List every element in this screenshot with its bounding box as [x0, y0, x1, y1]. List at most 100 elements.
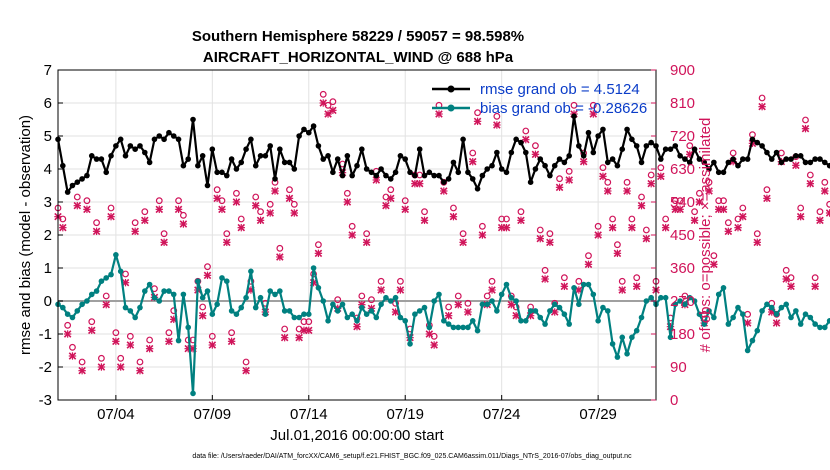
rmse-point: [142, 149, 148, 156]
bias-point: [286, 308, 293, 314]
bias-point: [778, 304, 785, 311]
bias-point: [325, 318, 331, 324]
nobs-assimilated-point: [821, 187, 829, 195]
nobs-possible-point: [488, 277, 496, 285]
y-tick-label: -2: [39, 359, 52, 376]
bias-point: [518, 318, 524, 324]
nobs-assimilated-point: [743, 319, 752, 327]
nobs-assimilated-point: [787, 282, 795, 291]
bias-point: [363, 311, 370, 318]
y-tick-label: 2: [44, 227, 52, 244]
bias-point: [93, 288, 100, 294]
bias-point: [691, 298, 698, 304]
rmse-point: [508, 149, 515, 156]
rmse-point: [797, 153, 804, 159]
bias-point: [426, 324, 433, 331]
rmse-point: [764, 149, 770, 156]
bias-point: [305, 311, 312, 318]
nobs-possible-point: [594, 222, 602, 230]
rmse-point: [802, 159, 809, 166]
bias-point: [137, 304, 143, 311]
rmse-point: [228, 156, 235, 162]
rmse-point: [185, 156, 192, 162]
nobs-assimilated-point: [628, 223, 636, 232]
rmse-point: [826, 162, 830, 169]
nobs-possible-point: [546, 230, 554, 238]
rmse-point: [706, 166, 712, 172]
nobs-assimilated-point: [425, 330, 434, 338]
rmse-point: [759, 143, 765, 149]
bias-point: [580, 281, 587, 288]
nobs-assimilated-point: [555, 183, 564, 192]
bias-point: [190, 390, 196, 397]
nobs-assimilated-point: [618, 286, 627, 294]
bias-point: [551, 301, 558, 308]
bias-point: [310, 265, 317, 271]
rmse-point: [609, 156, 616, 162]
bias-point: [74, 308, 81, 314]
nobs-assimilated-point: [565, 176, 573, 184]
bias-point: [344, 314, 351, 321]
bias-point: [768, 304, 775, 311]
nobs-possible-point: [589, 101, 597, 109]
nobs-possible-point: [493, 112, 501, 120]
bias-point: [267, 288, 273, 294]
nobs-assimilated-point: [464, 308, 472, 316]
rmse-point: [387, 176, 394, 182]
nobs-assimilated-point: [136, 366, 144, 375]
y-tick-label: 3: [44, 194, 52, 211]
nobs-assimilated-point: [801, 124, 810, 133]
bias-point: [113, 252, 119, 258]
rmse-point: [484, 166, 491, 172]
bias-point: [715, 291, 722, 298]
bias-point: [122, 304, 129, 311]
bias-point: [744, 347, 751, 354]
rmse-point: [190, 116, 196, 123]
bias-point: [696, 311, 703, 318]
bias-point: [354, 318, 360, 324]
nobs-possible-point: [204, 263, 211, 271]
rmse-point: [272, 176, 278, 182]
nobs-assimilated-point: [792, 161, 800, 170]
nobs-assimilated-point: [806, 179, 815, 188]
nobs-assimilated-point: [203, 271, 212, 280]
footnote: data file: /Users/raeder/DAI/ATM_forcXX/…: [192, 453, 632, 460]
nobs-possible-point: [315, 241, 322, 249]
bias-point: [349, 311, 355, 318]
nobs-assimilated-point: [796, 212, 805, 221]
nobs-possible-point: [107, 204, 115, 212]
bias-point: [195, 278, 201, 285]
nobs-possible-point: [170, 307, 178, 315]
nobs-assimilated-point: [599, 172, 607, 181]
bias-point: [132, 314, 138, 321]
rmse-point: [474, 186, 481, 192]
y-tick-label: 1: [44, 260, 52, 277]
rmse-point: [397, 153, 404, 159]
nobs-possible-point: [329, 98, 337, 106]
rmse-point: [648, 139, 654, 146]
y-axis-label: rmse and bias (model - observation): [17, 115, 34, 355]
nobs-possible-point: [126, 332, 134, 340]
x-tick-label: 07/19: [386, 406, 424, 423]
nobs-assimilated-point: [695, 198, 704, 206]
bias-point: [402, 318, 409, 324]
nobs-assimilated-point: [637, 201, 646, 210]
bias-point: [204, 288, 211, 294]
nobs-assimilated-point: [772, 319, 781, 327]
nobs-assimilated-point: [145, 344, 154, 353]
nobs-assimilated-point: [266, 209, 274, 217]
bias-point: [474, 327, 481, 334]
nobs-possible-point: [474, 109, 481, 117]
nobs-possible-point: [368, 296, 375, 304]
rmse-point: [522, 149, 529, 156]
bias-point: [392, 294, 399, 301]
nobs-possible-point: [199, 303, 207, 311]
rmse-point: [450, 159, 457, 166]
legend-rmse-label: rmse grand ob = 4.5124: [480, 81, 640, 98]
nobs-possible-point: [223, 230, 231, 238]
nobs-assimilated-point: [449, 212, 458, 221]
nobs-possible-point: [136, 358, 144, 366]
bias-point: [88, 291, 95, 298]
rmse-point: [325, 153, 331, 159]
nobs-assimilated-point: [276, 253, 284, 261]
